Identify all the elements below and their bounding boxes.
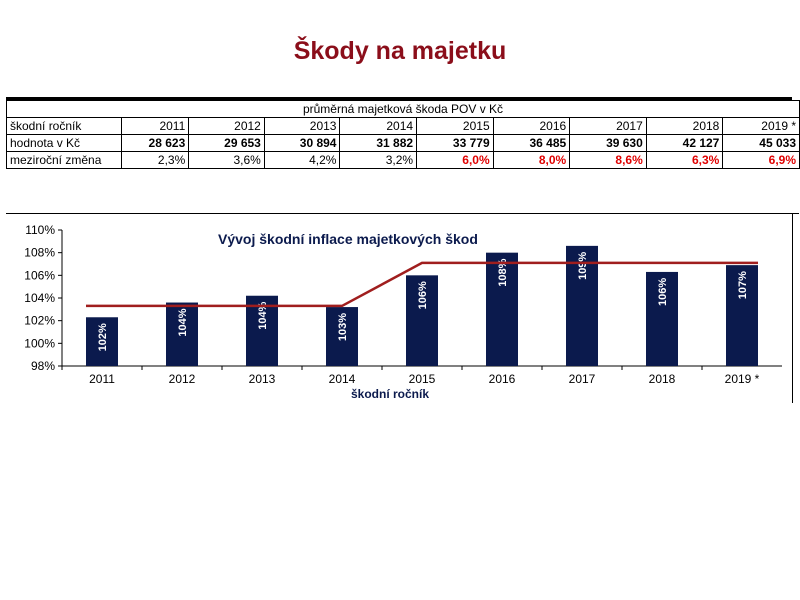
chart-frame-right [792,213,793,403]
row-label-value: hodnota v Kč [5,134,123,152]
table-caption: průměrná majetková škoda POV v Kč [6,100,800,118]
x-tick-label: 2014 [329,372,356,386]
bar-data-label: 108% [497,258,509,286]
value-cell: 45 033 [722,134,800,152]
x-tick-label: 2011 [89,372,115,386]
change-cell: 2,3% [121,151,190,169]
year-cell: 2016 [492,117,571,135]
y-tick-label: 100% [24,336,55,350]
change-cell-highlight: 6,0% [416,151,494,169]
y-tick-label: 108% [24,246,55,260]
x-tick-label: 2016 [489,372,516,386]
x-tick-label: 2015 [409,372,436,386]
value-cell: 29 653 [188,134,265,152]
bar [166,302,198,366]
y-tick-label: 102% [24,314,55,328]
y-tick-label: 110% [25,223,55,237]
bar-data-label: 106% [657,278,669,306]
bar [486,252,518,366]
year-cell: 2012 [188,117,265,135]
bar-data-label: 109% [577,252,589,280]
x-tick-label: 2019 * [725,372,760,386]
year-cell: 2011 [121,117,190,135]
value-cell: 28 623 [121,134,190,152]
damage-table: průměrná majetková škoda POV v Kč škodní… [5,100,800,169]
table-row-value: hodnota v Kč 28 623 29 653 30 894 31 882… [5,134,800,152]
y-tick-label: 106% [24,268,55,282]
bar [566,245,598,366]
y-tick-label: 104% [24,291,55,305]
year-cell: 2017 [569,117,647,135]
value-cell: 39 630 [569,134,647,152]
x-tick-label: 2017 [569,372,596,386]
chart-title: Vývoj škodní inflace majetkových škod [218,231,478,247]
chart-ticks: 98% 100% 102% 104% 106% 108% 110% 2011 2012 2013 2… [24,223,759,386]
change-cell-highlight: 8,6% [569,151,647,169]
change-cell-highlight: 6,9% [722,151,800,169]
change-cell: 4,2% [263,151,341,169]
bar [726,265,758,366]
change-cell: 3,2% [339,151,418,169]
inflation-chart: 102% 104% 104% 103% 106% 108% 109% 106% 107% 98%… [24,223,782,401]
table-row-change: meziroční změna 2,3% 3,6% 4,2% 3,2% 6,0%… [5,151,800,169]
bar [246,295,278,366]
y-tick-label: 98% [31,359,55,373]
year-cell: 2013 [263,117,341,135]
change-cell-highlight: 6,3% [645,151,724,169]
bar [646,271,678,366]
bar-data-label: 104% [257,301,269,329]
bar-data-label: 107% [737,271,749,299]
x-tick-label: 2018 [649,372,676,386]
bar-data-label: 103% [337,313,349,341]
change-cell: 3,6% [188,151,265,169]
x-tick-label: 2013 [249,372,276,386]
x-axis-title: škodní ročník [351,387,429,401]
table-row-year: škodní ročník 2011 2012 2013 2014 2015 2… [5,117,800,135]
bar-data-label: 102% [97,323,109,351]
trend-line [86,261,758,308]
value-cell: 33 779 [416,134,494,152]
page-title: Škody na majetku [293,37,507,65]
x-tick-label: 2012 [169,372,196,386]
bar [326,307,358,366]
row-label-year: škodní ročník [5,117,123,135]
chart-bar-labels: 102% 104% 104% 103% 106% 108% 109% 106% 107% [97,252,749,352]
value-cell: 30 894 [263,134,341,152]
table-top-rule [6,97,792,100]
bar-data-label: 106% [417,281,429,309]
row-label-change: meziroční změna [5,151,123,169]
chart-bars [86,245,758,366]
value-cell: 31 882 [339,134,418,152]
year-cell: 2019 * [722,117,800,135]
chart-frame-top [6,213,799,214]
value-cell: 36 485 [492,134,571,152]
bar-data-label: 104% [177,308,189,336]
chart-trend [86,261,758,308]
bar [86,317,118,366]
year-cell: 2014 [339,117,418,135]
value-cell: 42 127 [645,134,724,152]
year-cell: 2018 [645,117,724,135]
year-cell: 2015 [416,117,494,135]
change-cell-highlight: 8,0% [492,151,571,169]
bar [406,275,438,366]
